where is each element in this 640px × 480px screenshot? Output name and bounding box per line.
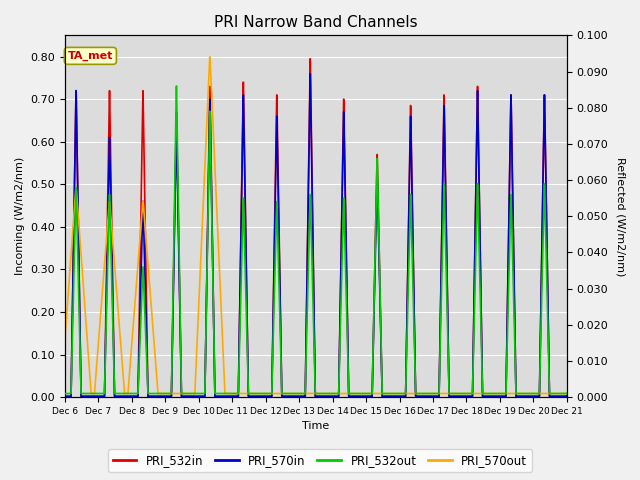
Legend: PRI_532in, PRI_570in, PRI_532out, PRI_570out: PRI_532in, PRI_570in, PRI_532out, PRI_57… (108, 449, 532, 472)
X-axis label: Time: Time (302, 421, 330, 432)
Y-axis label: Reflected (W/m2/nm): Reflected (W/m2/nm) (615, 156, 625, 276)
Title: PRI Narrow Band Channels: PRI Narrow Band Channels (214, 15, 418, 30)
Y-axis label: Incoming (W/m2/nm): Incoming (W/m2/nm) (15, 157, 25, 276)
Text: TA_met: TA_met (68, 51, 113, 61)
